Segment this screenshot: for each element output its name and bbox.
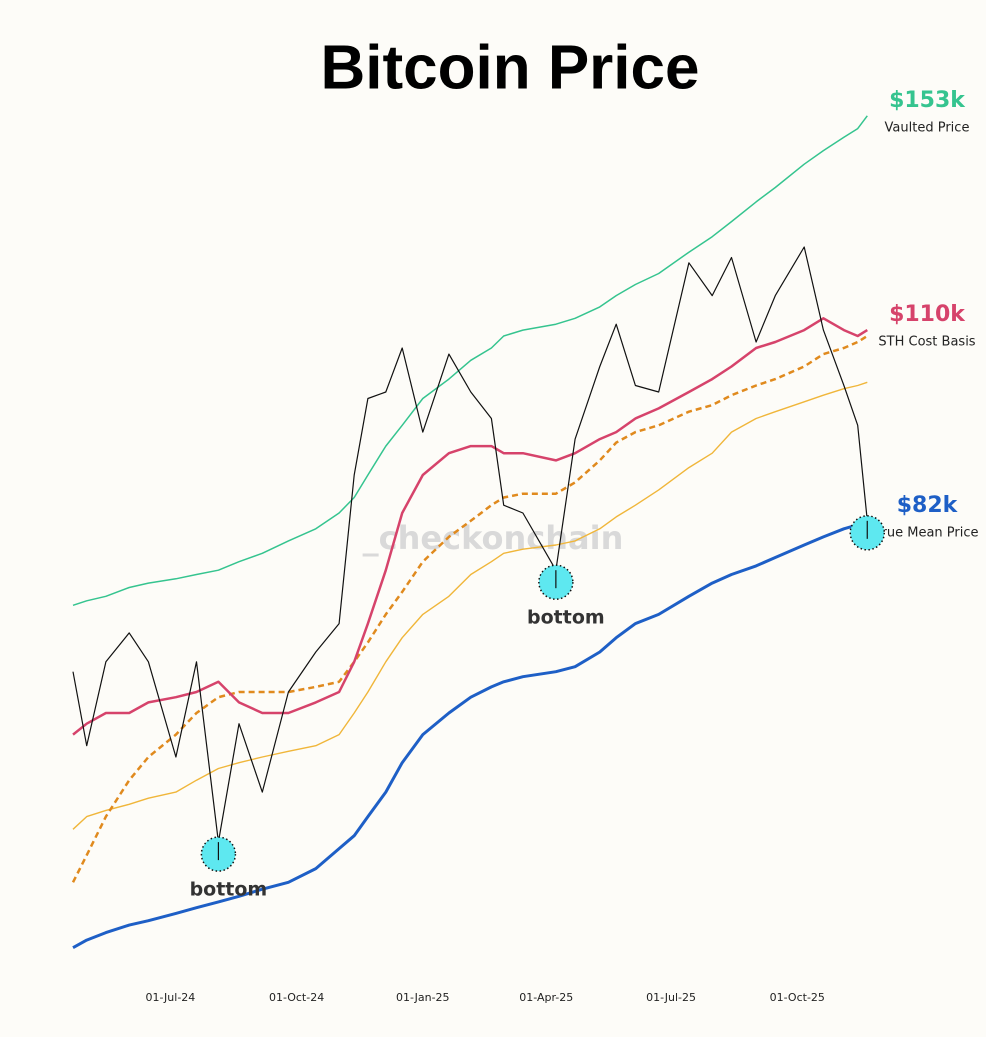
series-line — [72, 317, 868, 736]
chart-title: Bitcoin Price — [321, 33, 700, 102]
series-line — [71, 334, 868, 883]
x-tick-label: 01-Oct-24 — [269, 991, 324, 1004]
series-line — [72, 519, 868, 950]
end-value-label: $82k — [897, 493, 959, 518]
annotation: bottom — [527, 607, 605, 629]
series-line — [72, 246, 868, 843]
x-tick-label: 01-Jul-25 — [646, 991, 696, 1004]
end-value-label: $110k — [889, 302, 966, 327]
end-value-label: $153k — [889, 88, 966, 113]
x-tick-label: 01-Oct-25 — [770, 991, 825, 1004]
series-name: True Mean Price — [874, 525, 978, 540]
annotation: bottom — [190, 879, 268, 901]
series-line — [72, 381, 868, 830]
series-name: Vaulted Price — [885, 120, 970, 135]
watermark: _checkonchain — [363, 519, 624, 557]
series-line — [72, 115, 868, 607]
x-tick-label: 01-Jan-25 — [396, 991, 450, 1004]
x-tick-label: 01-Apr-25 — [519, 991, 573, 1004]
series-name: STH Cost Basis — [878, 335, 975, 350]
x-tick-label: 01-Jul-24 — [145, 991, 195, 1004]
